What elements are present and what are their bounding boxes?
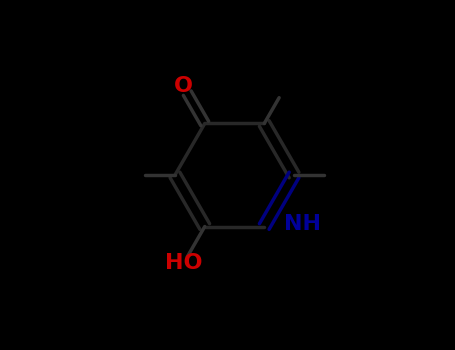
Text: O: O — [173, 76, 192, 96]
Text: NH: NH — [283, 214, 320, 234]
Text: HO: HO — [165, 253, 202, 273]
